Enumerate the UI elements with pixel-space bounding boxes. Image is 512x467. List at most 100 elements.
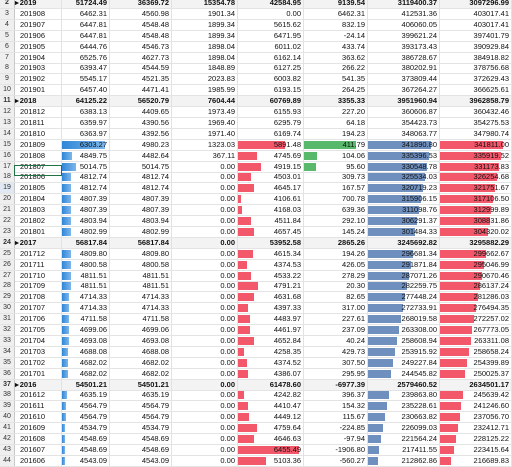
table-row[interactable]: 44 201606 4543.09 4543.09 0.00 5103.36 -560.27…	[0, 455, 512, 467]
value-cell[interactable]: 217411.55	[368, 444, 440, 455]
value-cell[interactable]: 4635.19	[62, 390, 110, 401]
value-cell[interactable]: 82.65	[304, 292, 368, 303]
period-cell[interactable]: 201708	[14, 292, 62, 303]
value-cell[interactable]: 0.00	[172, 434, 238, 444]
period-cell[interactable]: 201707	[14, 303, 62, 314]
value-cell[interactable]: 4803.94	[110, 216, 172, 226]
value-cell[interactable]: 4548.48	[110, 19, 172, 30]
value-cell[interactable]: 1898.04	[172, 41, 238, 52]
value-cell[interactable]: 6162.14	[238, 52, 304, 63]
value-cell[interactable]: 335919.52	[440, 150, 512, 161]
value-cell[interactable]: 360606.87	[368, 107, 440, 117]
period-cell[interactable]: 201902	[14, 74, 62, 85]
row-number[interactable]: 13	[0, 117, 15, 128]
value-cell[interactable]: -97.94	[304, 434, 368, 444]
value-cell[interactable]: 250025.37	[440, 368, 512, 379]
value-cell[interactable]: 307.50	[304, 357, 368, 368]
row-number[interactable]: 36	[0, 368, 15, 379]
period-cell[interactable]: 201804	[14, 194, 62, 205]
value-cell[interactable]: 4812.74	[62, 172, 110, 183]
value-cell[interactable]: 4714.33	[62, 303, 110, 314]
value-cell[interactable]: 301484.33	[368, 226, 440, 237]
value-cell[interactable]: 378756.68	[440, 63, 512, 74]
value-cell[interactable]: 0.00	[172, 314, 238, 325]
value-cell[interactable]: 541.35	[304, 74, 368, 85]
value-cell[interactable]: 216689.83	[440, 455, 512, 466]
period-cell[interactable]: 201712	[14, 248, 62, 259]
value-cell[interactable]: 4615.34	[238, 248, 304, 259]
value-cell[interactable]: 5014.75	[110, 161, 172, 172]
value-cell[interactable]: 4397.33	[238, 303, 304, 314]
value-cell[interactable]: 267773.05	[440, 325, 512, 335]
value-cell[interactable]: 228125.22	[440, 434, 512, 444]
value-cell[interactable]: 0.00	[172, 303, 238, 314]
value-cell[interactable]: 227.20	[304, 107, 368, 117]
table-row[interactable]: 8 201903 6393.47 4544.59 1848.89 6127.25 266.2…	[0, 63, 512, 75]
value-cell[interactable]: 56817.84	[62, 237, 110, 248]
value-cell[interactable]: 360432.46	[440, 107, 512, 117]
value-cell[interactable]: 263308.00	[368, 325, 440, 335]
value-cell[interactable]: 4645.17	[238, 183, 304, 194]
value-cell[interactable]: 6127.25	[238, 63, 304, 74]
value-cell[interactable]: 56817.84	[110, 237, 172, 248]
value-cell[interactable]: 4548.48	[110, 30, 172, 41]
value-cell[interactable]: 0.00	[172, 368, 238, 379]
group-row[interactable]: 2 ▸2019 51724.49 36369.72 15354.78 42584.95 91…	[0, 0, 512, 9]
value-cell[interactable]: 226099.03	[368, 423, 440, 434]
value-cell[interactable]: 354423.73	[368, 117, 440, 128]
row-number[interactable]: 42	[0, 434, 15, 444]
value-cell[interactable]: 4543.09	[62, 455, 110, 466]
row-number[interactable]: 44	[0, 455, 15, 466]
value-cell[interactable]: 3962858.79	[440, 96, 512, 107]
value-cell[interactable]: 331173.83	[440, 161, 512, 172]
row-number[interactable]: 26	[0, 259, 15, 270]
period-cell[interactable]: 201709	[14, 281, 62, 292]
value-cell[interactable]: 0.00	[172, 325, 238, 335]
value-cell[interactable]: 317.00	[304, 303, 368, 314]
value-cell[interactable]: 311098.76	[368, 205, 440, 216]
table-row[interactable]: 14 201810 6363.97 4392.56 1971.40 6169.74 194.…	[0, 128, 512, 140]
value-cell[interactable]: 1901.34	[172, 8, 238, 19]
value-cell[interactable]: 4652.84	[238, 335, 304, 346]
row-number[interactable]: 6	[0, 41, 15, 52]
value-cell[interactable]: 366625.61	[440, 85, 512, 96]
value-cell[interactable]: 6169.74	[238, 128, 304, 139]
table-row[interactable]: 30 201707 4714.33 4714.33 0.00 4397.33 317.00 2…	[0, 303, 512, 315]
table-row[interactable]: 32 201705 4699.06 4699.06 0.00 4461.97 237.09 2…	[0, 325, 512, 336]
value-cell[interactable]: 411.79	[304, 139, 368, 150]
table-row[interactable]: 28 201709 4811.51 4811.51 0.00 4791.21 20.30 28…	[0, 281, 512, 293]
row-number[interactable]: 28	[0, 281, 15, 292]
value-cell[interactable]: 390929.84	[440, 41, 512, 52]
row-number[interactable]: 19	[0, 183, 15, 194]
value-cell[interactable]: 330548.78	[368, 161, 440, 172]
period-cell[interactable]: 201703	[14, 346, 62, 357]
value-cell[interactable]: 20.30	[304, 281, 368, 292]
value-cell[interactable]: 403017.41	[440, 19, 512, 30]
value-cell[interactable]: 6011.02	[238, 41, 304, 52]
value-cell[interactable]: 104.06	[304, 150, 368, 161]
value-cell[interactable]: 4714.33	[110, 292, 172, 303]
value-cell[interactable]: 4544.59	[110, 63, 172, 74]
value-cell[interactable]: 399621.24	[368, 30, 440, 41]
value-cell[interactable]: 363.62	[304, 52, 368, 63]
value-cell[interactable]: 4374.52	[238, 357, 304, 368]
value-cell[interactable]: 278.29	[304, 270, 368, 281]
value-cell[interactable]: 0.00	[172, 423, 238, 434]
value-cell[interactable]: 396.37	[304, 390, 368, 401]
value-cell[interactable]: 320719.23	[368, 183, 440, 194]
value-cell[interactable]: 272257.02	[440, 314, 512, 325]
value-cell[interactable]: 4800.58	[62, 259, 110, 270]
value-cell[interactable]: 40.24	[304, 335, 368, 346]
value-cell[interactable]: 4811.51	[62, 281, 110, 292]
table-row[interactable]: 26 201711 4800.58 4800.58 0.00 4374.53 426.05 2…	[0, 259, 512, 271]
value-cell[interactable]: 54501.21	[62, 379, 110, 390]
value-cell[interactable]: 0.00	[172, 444, 238, 455]
value-cell[interactable]: 4657.45	[238, 226, 304, 237]
value-cell[interactable]: 282259.75	[368, 281, 440, 292]
value-cell[interactable]: 367264.27	[368, 85, 440, 96]
value-cell[interactable]: 4807.39	[62, 194, 110, 205]
value-cell[interactable]: 6525.76	[62, 52, 110, 63]
value-cell[interactable]: 299662.67	[440, 248, 512, 259]
row-number[interactable]: 21	[0, 205, 15, 216]
